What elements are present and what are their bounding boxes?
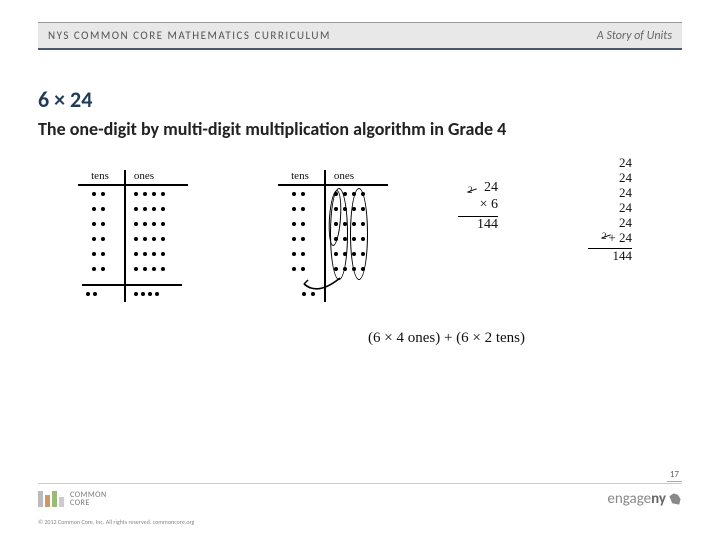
ra-line: 24 bbox=[588, 186, 632, 201]
footer: COMMON CORE engageny bbox=[38, 483, 682, 508]
header-bar: NYS COMMON CORE MATHEMATICS CURRICULUM A… bbox=[38, 22, 682, 50]
ny-state-icon bbox=[668, 492, 682, 506]
ra-line: 24 bbox=[588, 201, 632, 216]
pv-grid-1 bbox=[78, 184, 188, 304]
copyright: © 2012 Common Core, Inc. All rights rese… bbox=[38, 518, 194, 526]
regroup-arrow bbox=[298, 276, 348, 306]
common-core-logo: COMMON CORE bbox=[38, 491, 107, 507]
vertical-multiplication: 24 × 6 2 144 bbox=[458, 180, 498, 233]
tens-label-1: tens bbox=[78, 170, 122, 184]
ra-line: 24 bbox=[588, 156, 632, 171]
ones-label-2: ones bbox=[322, 170, 366, 184]
engage-ny-logo: engageny bbox=[607, 490, 682, 508]
cc-bottom: CORE bbox=[70, 499, 107, 507]
work-area: tens ones tens ones bbox=[38, 150, 682, 380]
ra-line: + 24 bbox=[588, 231, 632, 246]
tens-label-2: tens bbox=[278, 170, 322, 184]
ra-result: 144 bbox=[588, 249, 632, 264]
vm-result: 144 bbox=[458, 217, 498, 234]
ra-line: 24 bbox=[588, 171, 632, 186]
vm-top: 24 bbox=[458, 180, 498, 197]
repeated-addition: 2424242424+ 24 2 144 bbox=[588, 156, 632, 264]
page-number: 17 bbox=[667, 469, 682, 482]
vm-mult: × 6 bbox=[458, 197, 498, 214]
vm-carry: 2 bbox=[468, 185, 473, 196]
distributive-expression: (6 × 4 ones) + (6 × 2 tens) bbox=[368, 330, 525, 347]
place-value-chart-2: tens ones bbox=[278, 170, 388, 304]
problem-title: 6 × 24 bbox=[38, 86, 92, 113]
curriculum-label: NYS COMMON CORE MATHEMATICS CURRICULUM bbox=[48, 29, 331, 42]
place-value-chart-1: tens ones bbox=[78, 170, 188, 304]
engage-text: engage bbox=[607, 490, 651, 508]
ra-carry: 2 bbox=[602, 231, 607, 241]
ra-line: 24 bbox=[588, 216, 632, 231]
subtitle: The one-digit by multi-digit multiplicat… bbox=[38, 118, 506, 140]
pv-grid-2 bbox=[278, 184, 388, 304]
ones-label-1: ones bbox=[122, 170, 166, 184]
group-oval-2 bbox=[350, 188, 368, 280]
cc-bars-icon bbox=[38, 491, 64, 507]
ny-text: ny bbox=[651, 490, 666, 508]
story-label: A Story of Units bbox=[597, 29, 672, 43]
